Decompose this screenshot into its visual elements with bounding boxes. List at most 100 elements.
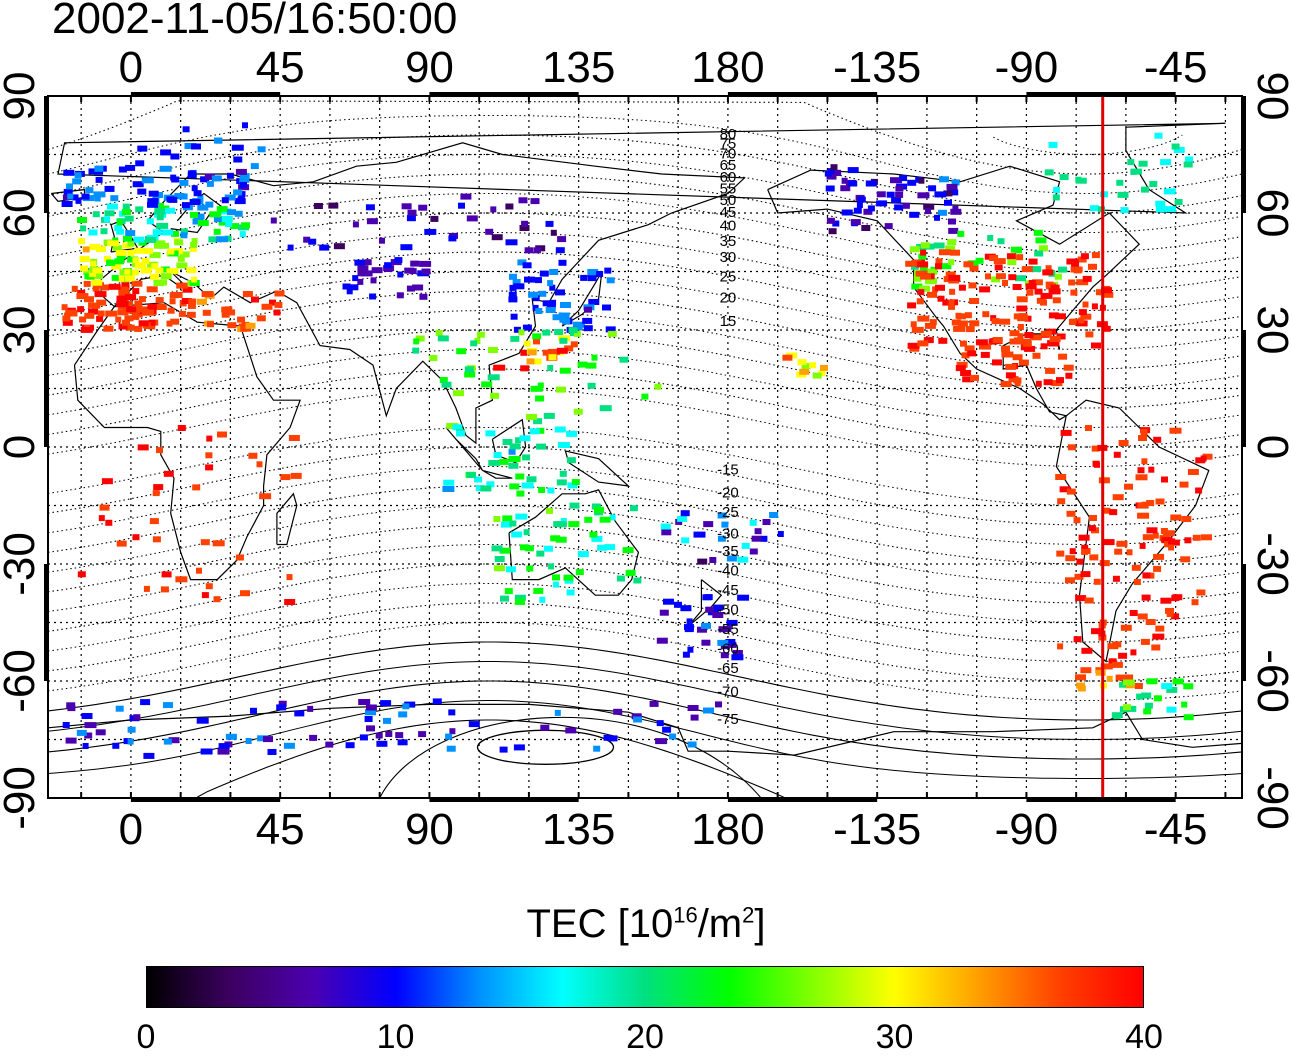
- tec-cell: [115, 316, 122, 323]
- tec-cell: [717, 535, 726, 542]
- frame-bar-right: [1241, 330, 1246, 447]
- tec-cell: [523, 529, 530, 536]
- tec-cell: [146, 218, 154, 225]
- tec-cell: [345, 742, 355, 749]
- tec-cell: [218, 219, 228, 226]
- tec-cell: [182, 126, 190, 133]
- tec-cell: [1179, 481, 1189, 488]
- tec-cell: [556, 347, 568, 354]
- tec-cell: [918, 177, 925, 184]
- tec-cell: [721, 521, 729, 528]
- tec-cell: [467, 472, 476, 479]
- tec-cell: [1152, 633, 1165, 640]
- lon-tick-top: 180: [691, 43, 764, 92]
- tec-cell: [167, 248, 175, 255]
- tec-cell: [118, 323, 128, 330]
- tec-cell: [138, 320, 149, 327]
- contour-label: -50: [717, 602, 739, 619]
- tec-cell: [191, 185, 198, 192]
- tec-cell: [1089, 205, 1099, 212]
- tec-cell: [649, 700, 659, 707]
- tec-cell: [944, 199, 952, 206]
- tec-cell: [957, 320, 968, 327]
- tec-cell: [94, 165, 104, 172]
- tec-cell: [1070, 289, 1078, 296]
- tec-cell: [907, 302, 917, 309]
- mlat-contour: [47, 251, 1243, 331]
- tec-cell: [1155, 200, 1166, 207]
- tec-cell: [1155, 206, 1167, 213]
- tec-cell: [406, 285, 415, 292]
- tec-cell: [570, 341, 578, 348]
- tec-cell: [146, 286, 158, 293]
- tec-cell: [1095, 669, 1106, 676]
- tec-cell: [523, 340, 531, 347]
- coastline: [508, 489, 640, 596]
- tec-cell: [542, 329, 551, 336]
- tec-cell: [1073, 636, 1082, 643]
- tec-cell: [1153, 436, 1162, 443]
- tec-cell: [376, 740, 388, 747]
- tec-cell: [1151, 644, 1161, 651]
- tec-cell: [951, 179, 960, 186]
- mlat-contour: [47, 368, 1243, 448]
- tec-cell: [1099, 560, 1110, 567]
- tec-cell: [88, 168, 97, 175]
- tec-cell: [187, 170, 196, 177]
- tec-cell: [559, 316, 567, 323]
- tec-cell: [346, 288, 353, 295]
- tec-cell: [876, 191, 886, 198]
- lon-tick-bottom: -135: [833, 805, 921, 854]
- tec-cell: [919, 265, 928, 272]
- tec-cell: [1017, 315, 1029, 322]
- tec-cell: [542, 300, 554, 307]
- tec-cell: [1192, 534, 1201, 541]
- tec-cell: [583, 325, 593, 332]
- tec-cell: [520, 349, 528, 356]
- tec-cell: [90, 260, 97, 267]
- map-frame: [44, 92, 1246, 802]
- tec-cell: [1038, 245, 1048, 252]
- tec-cell: [1202, 453, 1213, 460]
- tec-cell: [580, 274, 588, 281]
- tec-cell: [197, 195, 204, 202]
- tec-cell: [375, 732, 383, 739]
- tec-cell: [522, 262, 532, 269]
- tec-cell: [132, 313, 140, 320]
- frame-bar-top: [429, 92, 579, 97]
- tec-cell: [140, 267, 152, 274]
- tec-cell: [532, 295, 540, 302]
- tec-cell: [77, 571, 86, 578]
- tec-cell: [62, 722, 70, 728]
- tec-cell: [513, 744, 525, 751]
- tec-cell: [505, 566, 516, 573]
- tec-cell: [67, 193, 74, 200]
- tec-cell: [134, 247, 146, 254]
- tec-cell: [992, 359, 1002, 366]
- tec-cell: [927, 291, 937, 298]
- tec-cell: [1093, 578, 1101, 585]
- tec-cell: [84, 732, 93, 739]
- tec-cell: [499, 458, 509, 465]
- tec-cell: [684, 624, 694, 631]
- tec-cell: [923, 337, 934, 344]
- tec-cell: [114, 258, 125, 265]
- tec-cell: [270, 217, 277, 224]
- tec-cell: [619, 356, 629, 363]
- tec-cell: [514, 598, 525, 605]
- tec-cell: [669, 733, 677, 740]
- tec-cell: [607, 330, 617, 337]
- tec-cell: [88, 271, 96, 278]
- tec-cell: [987, 235, 994, 241]
- tec-cell: [1085, 331, 1094, 338]
- tec-cell: [485, 430, 496, 437]
- tec-cell: [1117, 191, 1129, 198]
- tec-cell: [543, 545, 553, 552]
- tec-cell: [920, 273, 931, 280]
- tec-cell: [589, 531, 598, 538]
- tec-cell: [1095, 289, 1102, 296]
- tec-cell: [166, 320, 173, 327]
- frame-bar-right: [1241, 96, 1246, 213]
- tec-cell: [975, 257, 984, 264]
- tec-cell: [526, 565, 534, 572]
